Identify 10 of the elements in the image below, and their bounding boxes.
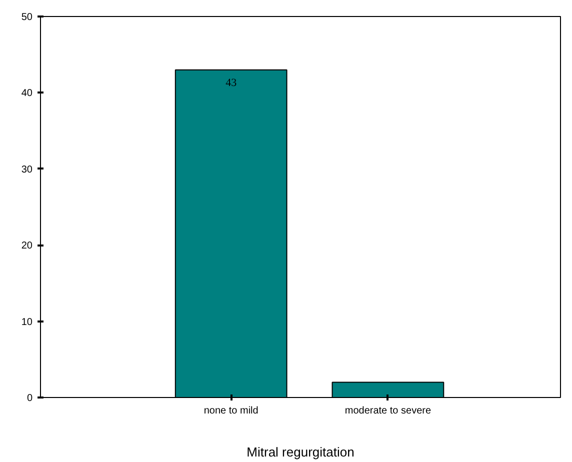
y-tick-label: 50	[21, 12, 33, 23]
y-tick-label: 10	[21, 316, 33, 328]
y-tick-label: 20	[21, 240, 33, 252]
y-tick-label: 40	[21, 88, 33, 100]
y-tick-label: 0	[26, 393, 33, 404]
x-tick-label: none to mild	[204, 406, 258, 416]
x-axis-title: Mitral regurgitation	[246, 444, 354, 460]
x-tick-label: moderate to severe	[344, 406, 432, 416]
data-label: 43	[226, 76, 238, 89]
y-tick-label: 30	[21, 164, 33, 176]
